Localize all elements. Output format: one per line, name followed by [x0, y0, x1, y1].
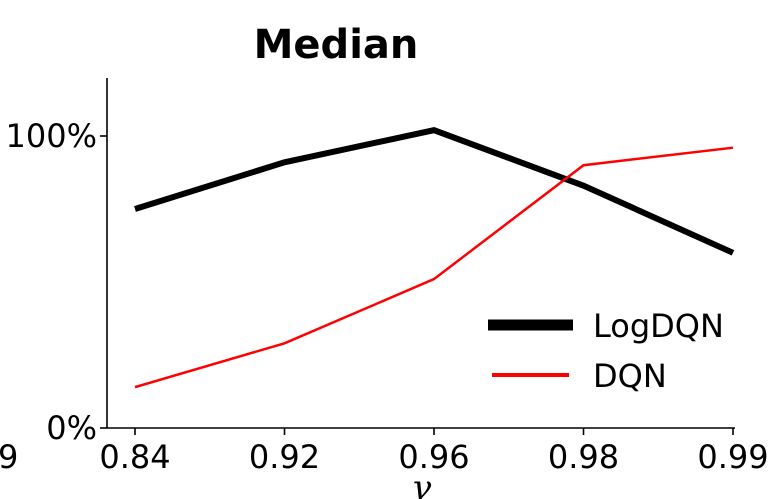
legend-label-logdqn: LogDQN — [593, 307, 724, 345]
x-tick-label: 0.99 — [697, 438, 768, 476]
x-tick-label: 0.84 — [99, 438, 170, 476]
x-ticks: 0.84 0.92 0.96 0.98 0.99 — [99, 428, 769, 476]
legend: LogDQN DQN — [488, 307, 724, 395]
x-axis-label: γ — [411, 468, 432, 499]
legend-label-dqn: DQN — [593, 357, 667, 395]
y-ticks: 0% 100% — [6, 117, 107, 447]
x-tick-label: 0.96 — [398, 438, 469, 476]
x-tick-label: 0.98 — [548, 438, 619, 476]
series-layer — [134, 127, 735, 389]
series-line-logdqn — [134, 127, 735, 256]
x-tick-label: 0.92 — [249, 438, 320, 476]
y-tick-label: 0% — [46, 409, 97, 447]
chart-title: Median — [254, 22, 419, 68]
y-tick-label: 100% — [6, 117, 97, 155]
clipped-x-tick-label: 9 — [0, 438, 18, 476]
